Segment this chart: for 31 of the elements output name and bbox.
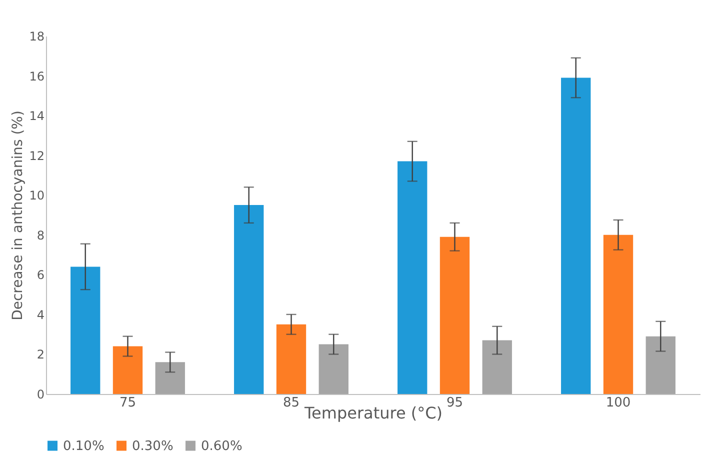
bar — [155, 362, 185, 394]
y-tick-label: 0 — [36, 388, 44, 402]
y-tick-label: 8 — [36, 228, 44, 242]
bar — [318, 344, 348, 394]
bar — [234, 205, 264, 394]
bar — [276, 324, 306, 394]
x-axis-title: Temperature (°C) — [303, 404, 443, 422]
x-tick-label: 95 — [446, 396, 464, 410]
y-tick-label: 10 — [29, 188, 44, 203]
bar — [112, 346, 143, 394]
bar — [70, 266, 100, 394]
bar — [482, 340, 512, 394]
bar — [440, 236, 470, 394]
bar — [561, 78, 591, 394]
bar — [646, 336, 676, 394]
y-tick-label: 2 — [36, 348, 44, 362]
legend-label: 0.30% — [132, 438, 174, 454]
y-tick-label: 6 — [36, 268, 44, 282]
x-tick-label: 100 — [606, 396, 631, 410]
y-tick-label: 16 — [29, 69, 44, 84]
y-tick-label: 14 — [29, 109, 44, 124]
y-tick-label: 4 — [36, 308, 44, 322]
x-tick-label: 85 — [282, 396, 300, 410]
legend-label: 0.10% — [63, 438, 104, 454]
y-axis-title: Decrease in anthocyanins (%) — [10, 110, 26, 320]
y-tick-label: 18 — [29, 30, 44, 44]
bar — [603, 234, 634, 394]
bar — [398, 161, 428, 394]
y-tick-label: 12 — [29, 148, 44, 163]
x-tick-label: 75 — [119, 396, 136, 410]
legend-label: 0.60% — [201, 438, 242, 454]
